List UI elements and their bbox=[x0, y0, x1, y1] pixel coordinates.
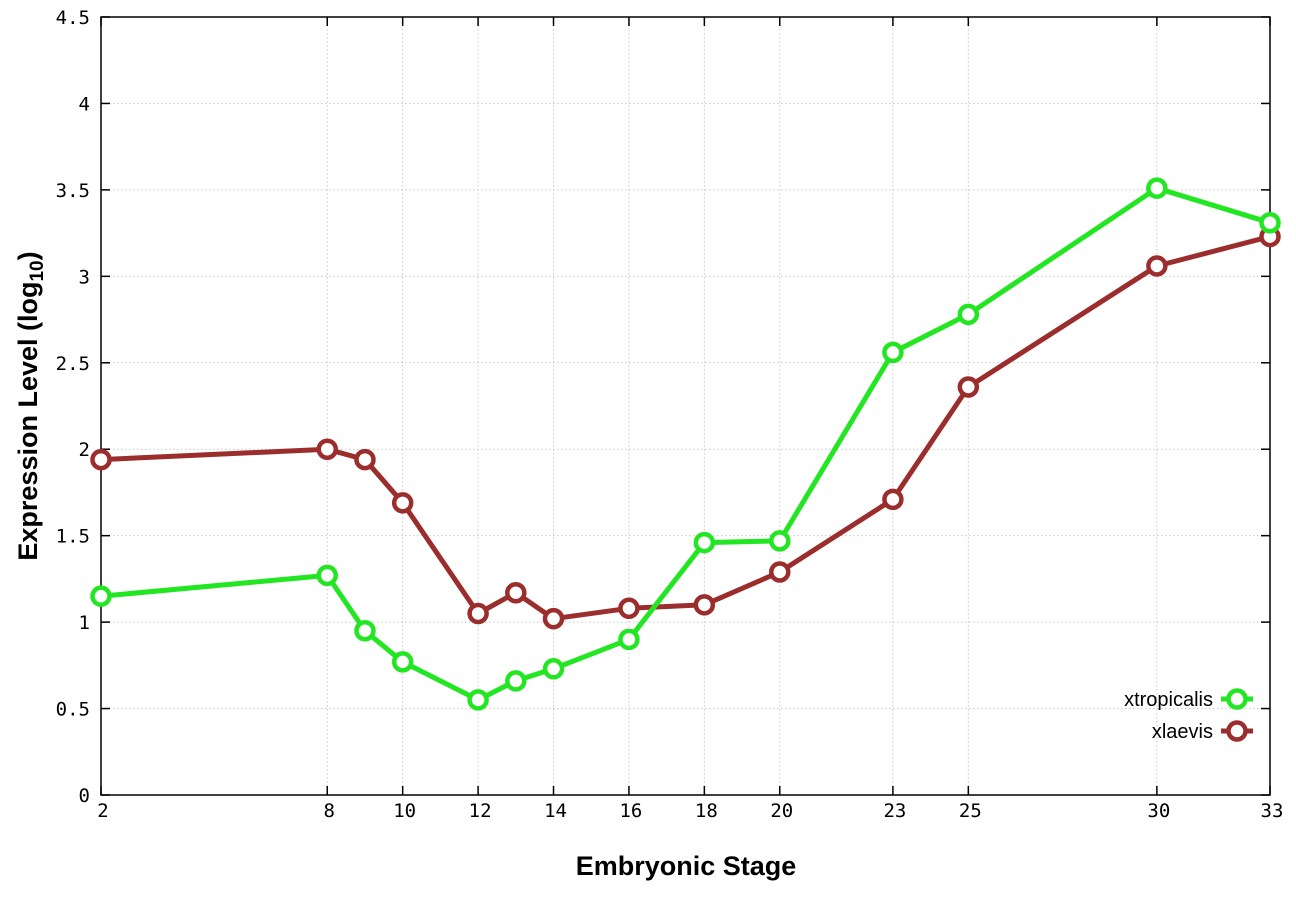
data-point-xtropicalis bbox=[1259, 211, 1281, 234]
y-tick-label: 3 bbox=[79, 266, 90, 288]
y-tick-label: 3.5 bbox=[56, 180, 90, 202]
legend: xtropicalis xlaevis bbox=[1124, 688, 1253, 743]
data-point-xtropicalis bbox=[957, 303, 980, 326]
data-point-xlaevis bbox=[505, 581, 527, 604]
x-tick-label: 25 bbox=[959, 800, 982, 822]
data-point-xlaevis bbox=[882, 488, 904, 511]
y-axis-title-subscript: 10 bbox=[27, 260, 48, 281]
data-point-xlaevis bbox=[316, 438, 339, 460]
y-tick-label: 1 bbox=[79, 612, 90, 634]
data-point-xtropicalis bbox=[505, 670, 527, 692]
legend-swatch-marker bbox=[1226, 720, 1248, 742]
data-point-xlaevis bbox=[354, 448, 376, 471]
data-point-xtropicalis bbox=[618, 628, 640, 651]
y-tick-label: 4.5 bbox=[56, 7, 90, 29]
data-point-xtropicalis bbox=[90, 585, 112, 607]
x-tick-label: 33 bbox=[1261, 800, 1284, 822]
x-tick-label: 14 bbox=[544, 800, 567, 822]
data-point-xtropicalis bbox=[1146, 177, 1168, 199]
x-tick-label: 30 bbox=[1147, 800, 1170, 822]
data-point-xtropicalis bbox=[354, 620, 376, 642]
data-point-xtropicalis bbox=[391, 651, 414, 673]
y-tick-label: 1.5 bbox=[56, 526, 90, 548]
legend-label: xlaevis bbox=[1152, 721, 1213, 743]
data-point-xtropicalis bbox=[693, 531, 716, 554]
series-line-xtropicalis bbox=[100, 185, 1271, 703]
series-line-xlaevis bbox=[100, 234, 1271, 622]
y-axis-title-main: Expression Level (log bbox=[13, 282, 43, 561]
x-tick-label: 16 bbox=[619, 800, 642, 822]
data-point-xlaevis bbox=[693, 594, 716, 616]
data-point-xlaevis bbox=[467, 602, 489, 625]
data-point-xtropicalis bbox=[542, 658, 565, 680]
legend-label: xtropicalis bbox=[1124, 689, 1213, 711]
data-point-xtropicalis bbox=[316, 564, 339, 587]
x-tick-label: 8 bbox=[324, 800, 335, 822]
series-xtropicalis bbox=[90, 177, 1281, 711]
x-tick-label: 12 bbox=[469, 800, 492, 822]
data-point-xlaevis bbox=[90, 448, 112, 471]
data-point-xlaevis bbox=[391, 492, 414, 514]
plot-frame bbox=[100, 16, 1271, 796]
data-point-xtropicalis bbox=[882, 341, 904, 364]
x-tick-label: 20 bbox=[770, 800, 793, 822]
data-point-xlaevis bbox=[1146, 255, 1168, 277]
data-point-xlaevis bbox=[542, 607, 565, 630]
x-tick-label: 2 bbox=[97, 800, 108, 822]
data-point-xtropicalis bbox=[467, 689, 489, 711]
y-tick-label: 2 bbox=[79, 439, 90, 461]
data-point-xlaevis bbox=[769, 561, 791, 583]
data-point-xlaevis bbox=[618, 597, 640, 620]
x-tick-label: 10 bbox=[393, 800, 416, 822]
y-axis-title-close: ) bbox=[13, 251, 43, 260]
series-group bbox=[90, 177, 1281, 711]
x-tick-label: 23 bbox=[883, 800, 906, 822]
y-tick-label: 4 bbox=[79, 93, 90, 115]
axis-ticks: 0 0.5 1 1.5 2 2.5 3 3.5 4 4.5 2 8 10 12 14 16 18 20 23 25 30… bbox=[56, 7, 1284, 822]
y-tick-label: 0 bbox=[79, 785, 90, 807]
data-point-xlaevis bbox=[957, 376, 980, 398]
y-axis-title: Expression Level (log10) bbox=[13, 251, 48, 560]
data-point-xtropicalis bbox=[769, 530, 791, 552]
x-axis-title: Embryonic Stage bbox=[576, 851, 797, 881]
legend-swatch-marker bbox=[1226, 688, 1248, 710]
series-xlaevis bbox=[90, 225, 1281, 630]
y-tick-label: 2.5 bbox=[56, 353, 90, 375]
x-tick-label: 18 bbox=[695, 800, 718, 822]
grid bbox=[101, 17, 1270, 795]
y-tick-label: 0.5 bbox=[56, 699, 90, 721]
